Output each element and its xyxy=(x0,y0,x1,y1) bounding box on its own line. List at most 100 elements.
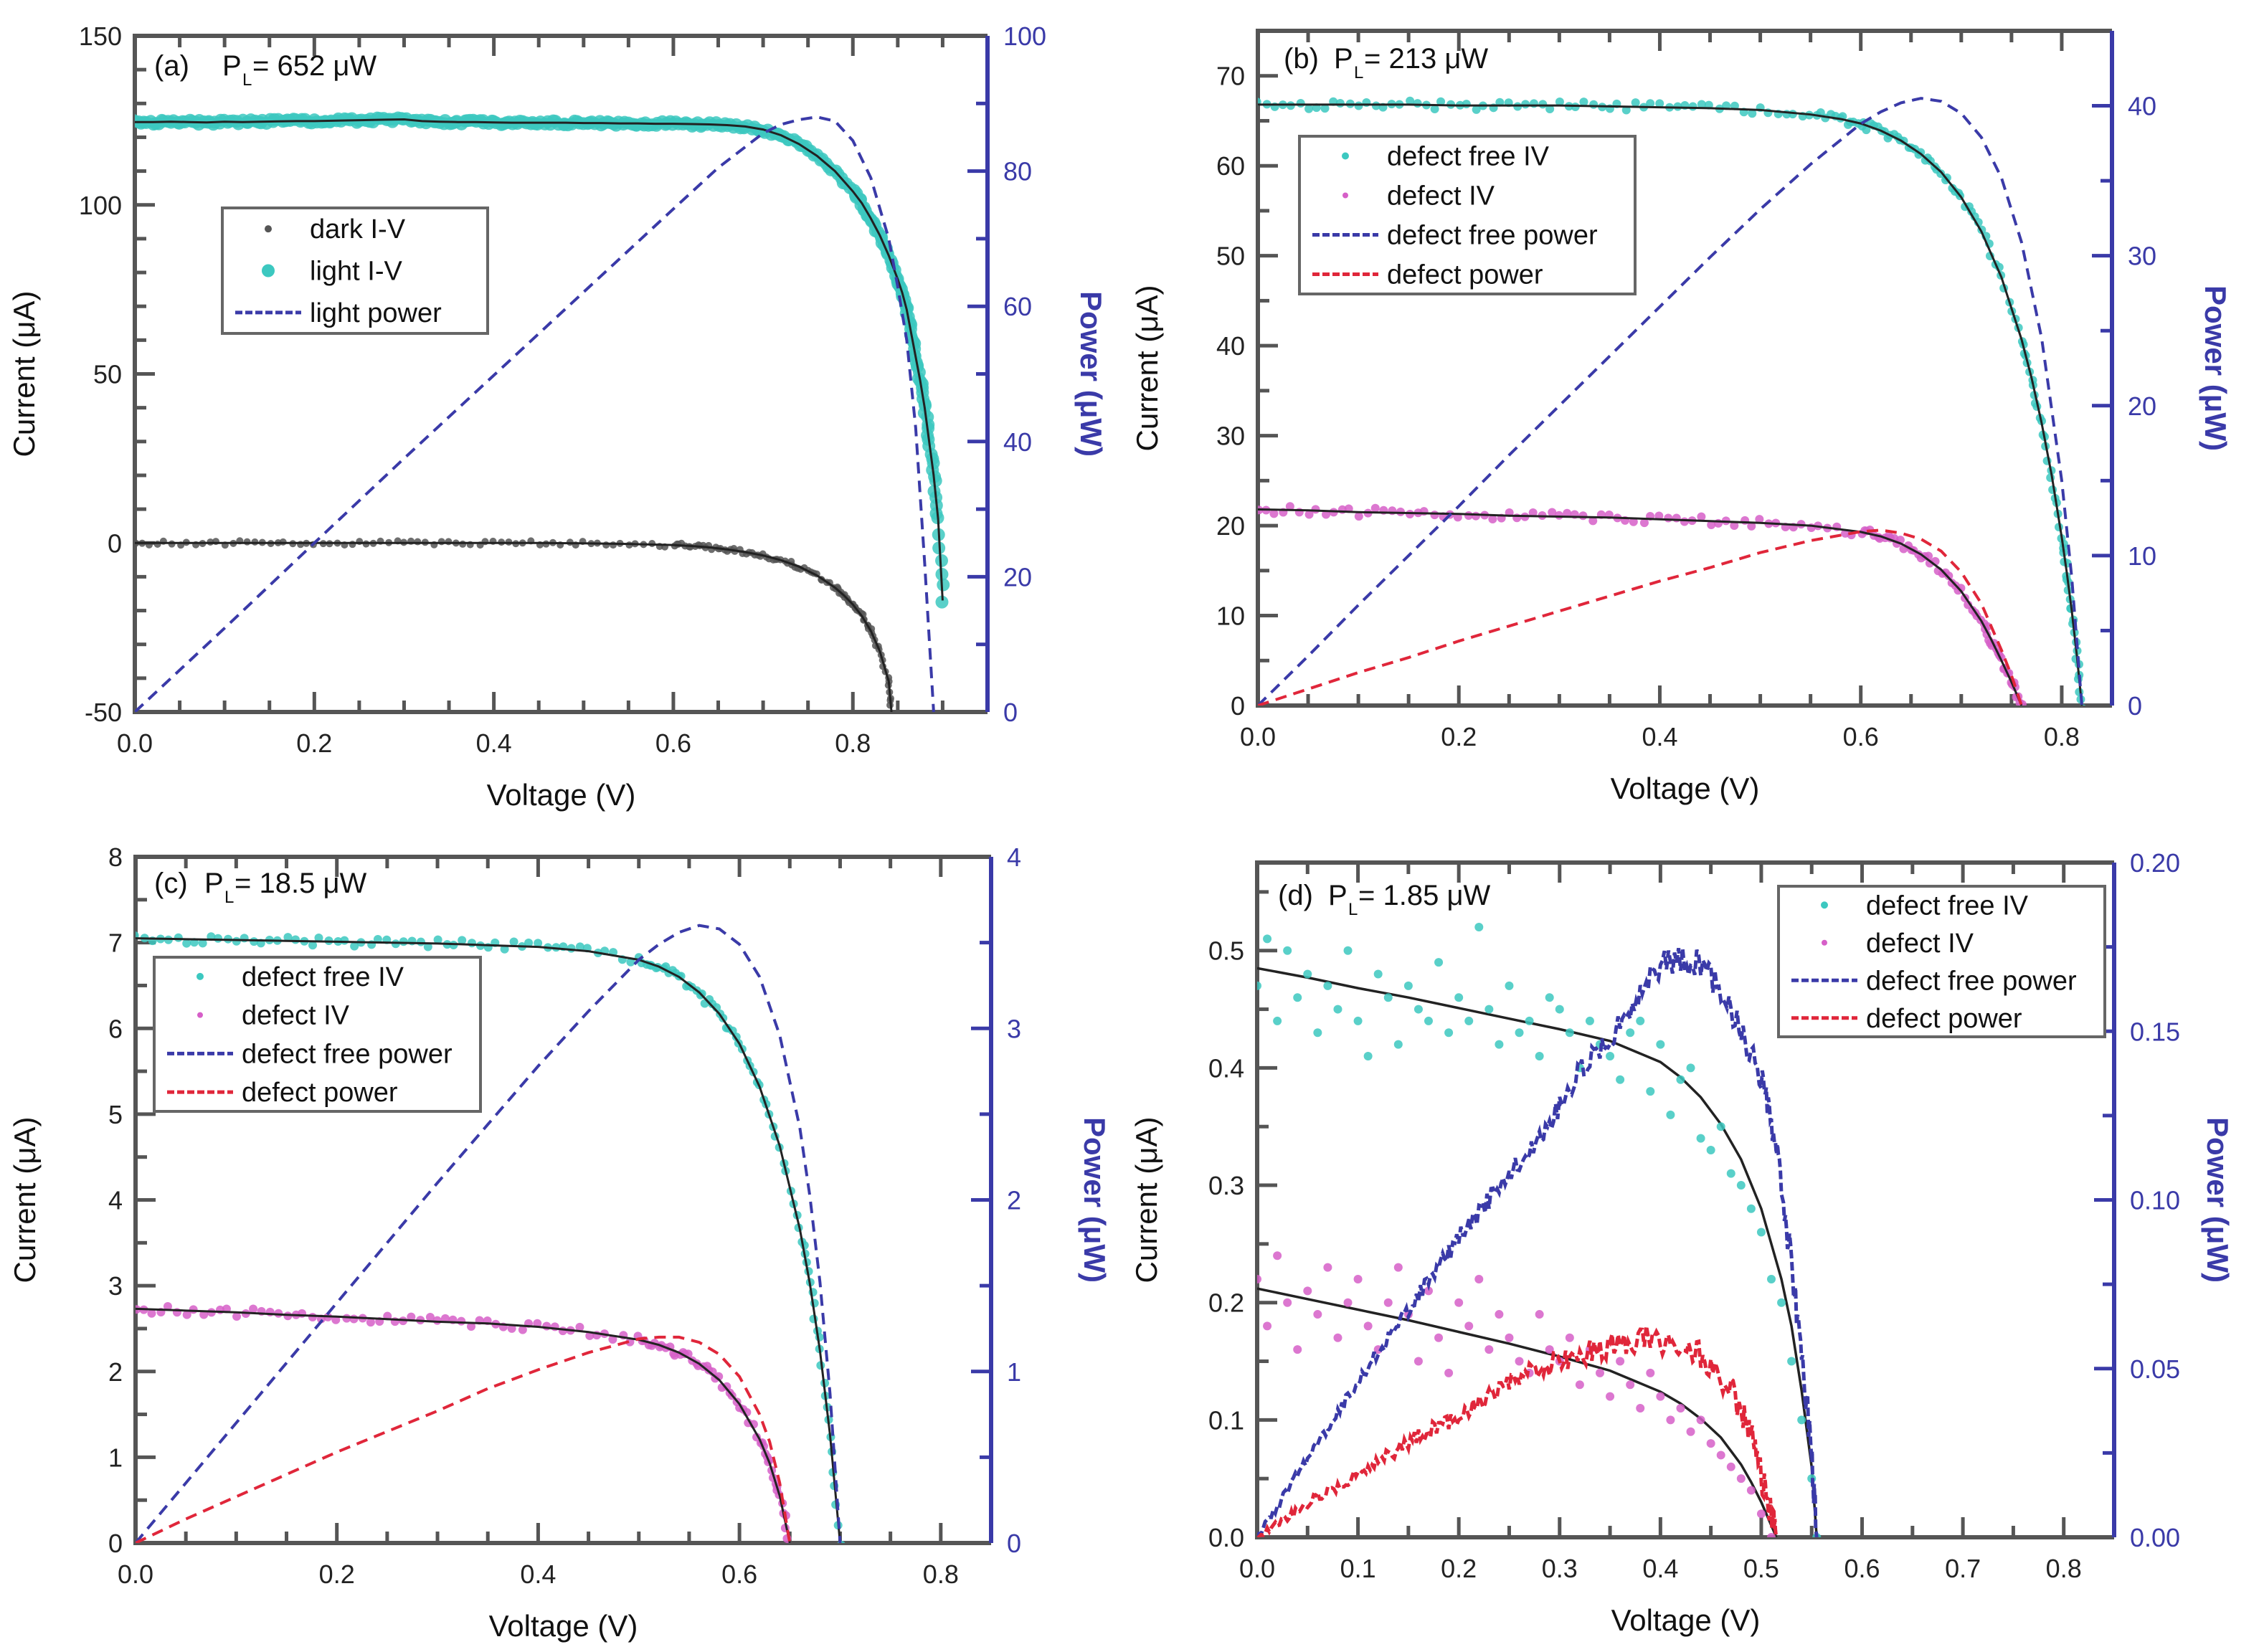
legend-label: defect free power xyxy=(242,1039,453,1069)
axes: 0.0 0.2 0.4 0.6 0.8 0 10 20 30 40 50 60 70 0 10 20 30 40 V… xyxy=(1130,29,2232,805)
data-point xyxy=(1756,1509,1766,1519)
y2-axis-title: Power (μW) xyxy=(2199,285,2232,451)
legend-item: defect free power xyxy=(1312,221,1598,251)
data-point xyxy=(602,541,610,549)
x-tick-label: 0.0 xyxy=(1240,722,1276,751)
y-tick-label: 30 xyxy=(1216,422,1245,451)
legend-item: light I-V xyxy=(262,257,402,287)
data-point xyxy=(1787,1357,1796,1366)
x-axis-title: Voltage (V) xyxy=(487,778,636,812)
series-defect-iv xyxy=(1257,1251,1776,1537)
data-point xyxy=(1697,100,1706,109)
data-point xyxy=(524,938,534,947)
data-point xyxy=(1748,109,1757,118)
y-tick-label: 150 xyxy=(79,22,122,51)
y-tick-label: 60 xyxy=(1216,151,1245,181)
y-tick-label: 3 xyxy=(108,1271,123,1301)
power-line xyxy=(1258,528,2023,706)
series-defect-free-power xyxy=(136,924,842,1543)
data-point xyxy=(1454,1298,1464,1307)
series-defect-iv-fit xyxy=(1257,1287,1778,1537)
data-point xyxy=(1528,508,1538,517)
data-point xyxy=(349,1314,359,1324)
data-point xyxy=(1434,1333,1444,1342)
power-subscript: L xyxy=(1354,63,1363,82)
power-line xyxy=(1257,948,1819,1537)
data-point xyxy=(481,538,489,546)
data-point xyxy=(1565,1028,1574,1038)
data-point xyxy=(575,942,584,951)
data-point xyxy=(440,1314,450,1323)
legend-label: defect free power xyxy=(1866,966,2077,996)
plot-area xyxy=(135,111,950,712)
power-line xyxy=(135,115,935,712)
data-point xyxy=(1354,101,1363,110)
data-point xyxy=(625,1337,635,1347)
series-defect-iv xyxy=(136,1301,792,1543)
data-point xyxy=(1639,518,1649,528)
data-point xyxy=(350,941,359,951)
data-point xyxy=(1730,521,1739,530)
data-point xyxy=(189,1305,198,1314)
data-point xyxy=(1472,105,1481,114)
data-point xyxy=(1747,521,1756,531)
plot-area xyxy=(1257,923,1822,1537)
data-point xyxy=(518,1325,527,1334)
data-point xyxy=(1554,511,1563,520)
data-point xyxy=(1430,511,1439,520)
y-tick-label: 0.1 xyxy=(1208,1405,1244,1435)
data-point xyxy=(1484,1005,1494,1014)
fit-line xyxy=(1258,103,2083,706)
data-point xyxy=(1956,584,1966,593)
power-subscript: L xyxy=(224,888,234,907)
data-point xyxy=(1393,1040,1403,1049)
data-point xyxy=(1538,100,1548,109)
data-point xyxy=(1525,1016,1534,1025)
y2-tick-label: 40 xyxy=(1003,427,1032,457)
data-point xyxy=(929,474,942,488)
y-tick-label: 0.5 xyxy=(1208,936,1244,966)
y2-tick-label: 20 xyxy=(1003,562,1032,592)
axes: 0.0 0.1 0.2 0.3 0.4 0.5 0.6 0.7 0.8 0.0 0.1 0.2 0.3 0… xyxy=(1130,848,2235,1637)
data-point xyxy=(1354,512,1363,521)
legend: defect free IV defect IV defect free power… xyxy=(1298,135,1637,295)
incident-power-value: = 652 μW xyxy=(252,50,376,82)
panel-a: 0.0 0.2 0.4 0.6 0.8 -50 0 50 100 150 0 20 40 60 80 100 V… xyxy=(7,22,1108,812)
data-point xyxy=(214,934,223,943)
legend-marker xyxy=(1342,192,1348,199)
power-line xyxy=(1257,1325,1779,1537)
y2-tick-label: 0.20 xyxy=(2130,848,2180,878)
data-point xyxy=(1293,993,1302,1002)
legend-item: defect free IV xyxy=(196,962,404,992)
data-point xyxy=(1654,511,1664,521)
data-point xyxy=(1505,981,1514,990)
power-subscript: L xyxy=(1348,900,1358,919)
data-point xyxy=(445,538,453,546)
data-point xyxy=(1283,1298,1292,1307)
y-tick-label: 100 xyxy=(79,191,122,220)
data-point xyxy=(575,1322,584,1331)
data-point xyxy=(1343,1298,1353,1307)
data-point xyxy=(509,937,518,946)
data-point xyxy=(1706,1145,1715,1154)
data-point xyxy=(1462,100,1471,109)
data-point xyxy=(1588,516,1598,526)
y2-tick-label: 60 xyxy=(1003,292,1032,321)
data-point xyxy=(1555,97,1564,106)
data-point xyxy=(457,1316,466,1326)
data-point xyxy=(1436,97,1446,106)
y2-tick-label: 80 xyxy=(1003,157,1032,186)
legend-label: defect free power xyxy=(1387,221,1598,251)
legend-item: defect IV xyxy=(1822,929,1974,959)
data-point xyxy=(1606,1392,1615,1401)
y2-tick-label: 4 xyxy=(1007,842,1021,872)
data-point xyxy=(1606,1052,1615,1061)
y-tick-label: 5 xyxy=(108,1100,123,1129)
x-tick-label: 0.2 xyxy=(319,1560,355,1589)
panel-letter: (b) xyxy=(1284,43,1319,75)
y2-axis-title: Power (μW) xyxy=(2201,1117,2235,1283)
data-point xyxy=(1495,1040,1504,1049)
data-point xyxy=(609,541,617,549)
data-point xyxy=(1545,1345,1554,1354)
